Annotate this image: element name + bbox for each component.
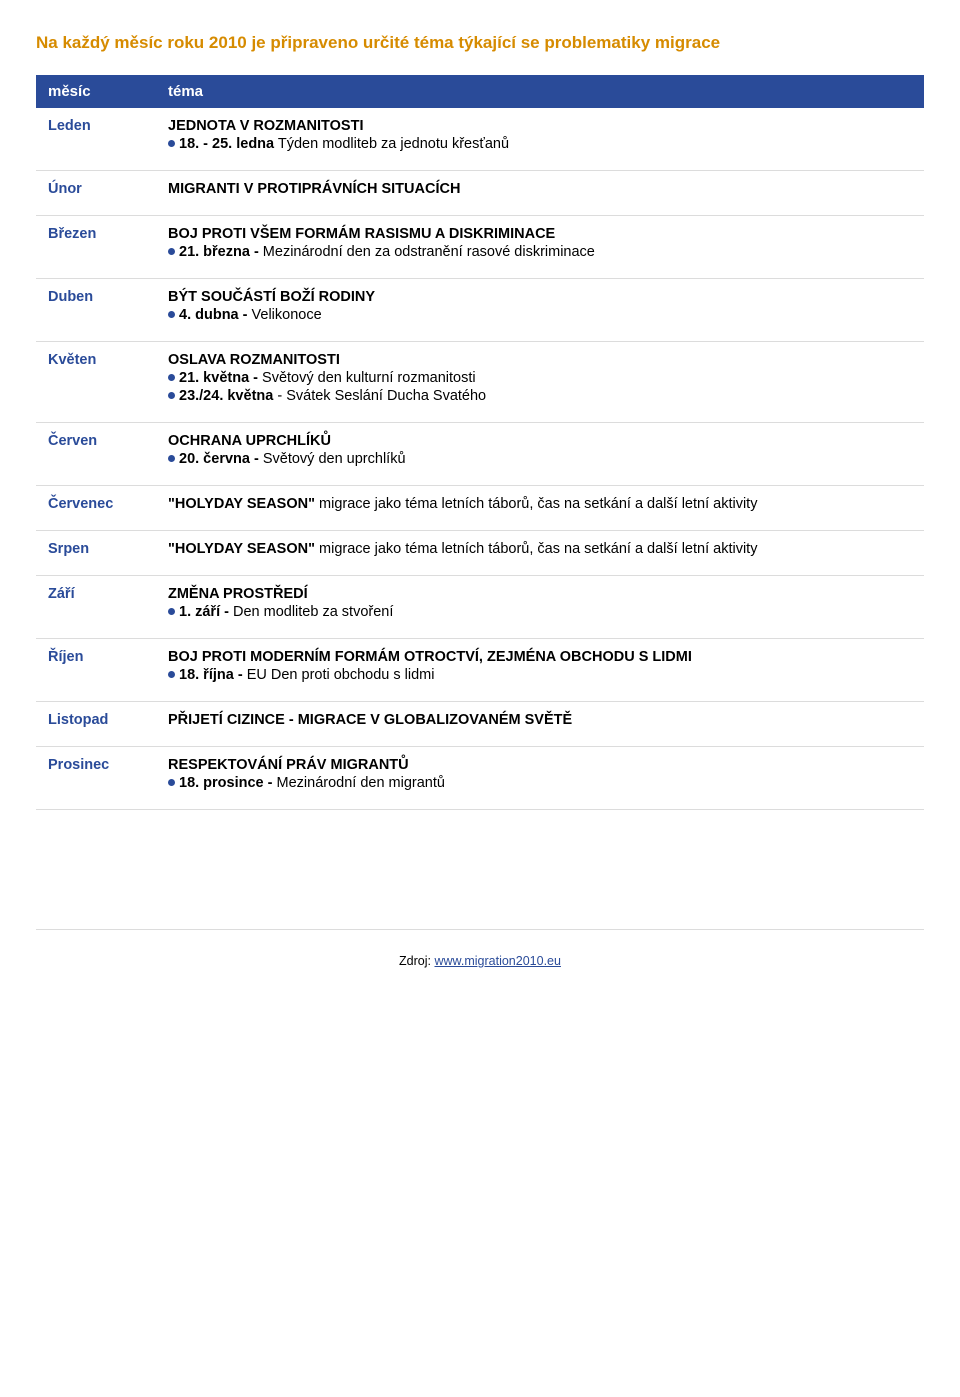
table-row: Červenec "HOLYDAY SEASON" migrace jako t… — [36, 485, 924, 530]
source-footer: Zdroj: www.migration2010.eu — [36, 954, 924, 968]
empty-row — [36, 809, 924, 929]
empty-cell — [156, 809, 924, 929]
theme-title: BÝT SOUČÁSTÍ BOŽÍ RODINY — [168, 289, 375, 305]
bullet-icon — [168, 608, 175, 615]
table-row: Září ZMĚNA PROSTŘEDÍ 1. září - Den modli… — [36, 575, 924, 638]
month-label: Září — [48, 586, 75, 602]
month-label: Prosinec — [48, 757, 109, 773]
theme-line: 21. května - Světový den kulturní rozman… — [168, 370, 912, 386]
date-label: 18. října - — [179, 667, 243, 683]
theme-cell: PŘIJETÍ CIZINCE - MIGRACE V GLOBALIZOVAN… — [156, 701, 924, 746]
date-desc: Mezinárodní den za odstranění rasové dis… — [259, 244, 595, 260]
theme-text: migrace jako téma letních táborů, čas na… — [315, 496, 757, 512]
theme-cell: ZMĚNA PROSTŘEDÍ 1. září - Den modliteb z… — [156, 575, 924, 638]
month-label: Červen — [48, 433, 97, 449]
date-desc: EU Den proti obchodu s lidmi — [243, 667, 435, 683]
table-row: Prosinec RESPEKTOVÁNÍ PRÁV MIGRANTŮ 18. … — [36, 746, 924, 809]
bullet-icon — [168, 248, 175, 255]
theme-cell: BOJ PROTI MODERNÍM FORMÁM OTROCTVÍ, ZEJM… — [156, 638, 924, 701]
month-label: Červenec — [48, 496, 113, 512]
month-label: Duben — [48, 289, 93, 305]
theme-line: 23./24. května - Svátek Seslání Ducha Sv… — [168, 388, 912, 404]
theme-line: 20. června - Světový den uprchlíků — [168, 451, 912, 467]
date-label: 20. června - — [179, 451, 259, 467]
table-row: Srpen "HOLYDAY SEASON" migrace jako téma… — [36, 530, 924, 575]
date-label: 21. května - — [179, 370, 258, 386]
calendar-table: měsíc téma Leden JEDNOTA V ROZMANITOSTI … — [36, 75, 924, 930]
bullet-icon — [168, 455, 175, 462]
theme-text: migrace jako téma letních táborů, čas na… — [315, 541, 757, 557]
theme-line: 4. dubna - Velikonoce — [168, 307, 912, 323]
date-label: 23./24. května — [179, 388, 273, 404]
theme-title: OSLAVA ROZMANITOSTI — [168, 352, 340, 368]
theme-cell: OCHRANA UPRCHLÍKŮ 20. června - Světový d… — [156, 422, 924, 485]
theme-title: BOJ PROTI VŠEM FORMÁM RASISMU A DISKRIMI… — [168, 226, 555, 242]
date-desc: Týden modliteb za jednotu křesťanů — [274, 136, 509, 152]
header-month: měsíc — [36, 75, 156, 108]
theme-cell: BOJ PROTI VŠEM FORMÁM RASISMU A DISKRIMI… — [156, 215, 924, 278]
table-row: Leden JEDNOTA V ROZMANITOSTI 18. - 25. l… — [36, 108, 924, 171]
header-theme: téma — [156, 75, 924, 108]
theme-cell: RESPEKTOVÁNÍ PRÁV MIGRANTŮ 18. prosince … — [156, 746, 924, 809]
date-label: 18. - 25. ledna — [179, 136, 274, 152]
table-row: Květen OSLAVA ROZMANITOSTI 21. května - … — [36, 341, 924, 422]
month-label: Srpen — [48, 541, 89, 557]
date-desc: Světový den kulturní rozmanitosti — [258, 370, 476, 386]
theme-line: 18. - 25. ledna Týden modliteb za jednot… — [168, 136, 912, 152]
month-label: Leden — [48, 118, 91, 134]
month-label: Březen — [48, 226, 96, 242]
date-label: 1. září - — [179, 604, 229, 620]
theme-title: RESPEKTOVÁNÍ PRÁV MIGRANTŮ — [168, 757, 409, 773]
empty-cell — [36, 809, 156, 929]
bullet-icon — [168, 311, 175, 318]
theme-title: "HOLYDAY SEASON" — [168, 496, 315, 512]
theme-cell: "HOLYDAY SEASON" migrace jako téma letní… — [156, 485, 924, 530]
theme-cell: BÝT SOUČÁSTÍ BOŽÍ RODINY 4. dubna - Veli… — [156, 278, 924, 341]
table-row: Březen BOJ PROTI VŠEM FORMÁM RASISMU A D… — [36, 215, 924, 278]
theme-cell: "HOLYDAY SEASON" migrace jako téma letní… — [156, 530, 924, 575]
table-row: Únor MIGRANTI V PROTIPRÁVNÍCH SITUACÍCH — [36, 170, 924, 215]
date-label: 18. prosince - — [179, 775, 272, 791]
theme-line: 21. března - Mezinárodní den za odstraně… — [168, 244, 912, 260]
table-row: Červen OCHRANA UPRCHLÍKŮ 20. června - Sv… — [36, 422, 924, 485]
table-row: Listopad PŘIJETÍ CIZINCE - MIGRACE V GLO… — [36, 701, 924, 746]
theme-title: BOJ PROTI MODERNÍM FORMÁM OTROCTVÍ, ZEJM… — [168, 649, 692, 665]
date-desc: Den modliteb za stvoření — [229, 604, 393, 620]
table-header-row: měsíc téma — [36, 75, 924, 108]
theme-title: PŘIJETÍ CIZINCE - MIGRACE V GLOBALIZOVAN… — [168, 712, 572, 728]
month-label: Květen — [48, 352, 96, 368]
bullet-icon — [168, 779, 175, 786]
date-label: 21. března - — [179, 244, 259, 260]
bullet-icon — [168, 140, 175, 147]
theme-title: JEDNOTA V ROZMANITOSTI — [168, 118, 364, 134]
theme-title: OCHRANA UPRCHLÍKŮ — [168, 433, 331, 449]
theme-cell: OSLAVA ROZMANITOSTI 21. května - Světový… — [156, 341, 924, 422]
month-label: Listopad — [48, 712, 108, 728]
date-label: 4. dubna - — [179, 307, 247, 323]
table-row: Duben BÝT SOUČÁSTÍ BOŽÍ RODINY 4. dubna … — [36, 278, 924, 341]
date-desc: Mezinárodní den migrantů — [272, 775, 445, 791]
theme-line: 18. října - EU Den proti obchodu s lidmi — [168, 667, 912, 683]
theme-line: 18. prosince - Mezinárodní den migrantů — [168, 775, 912, 791]
bullet-icon — [168, 392, 175, 399]
bullet-icon — [168, 671, 175, 678]
date-desc: Velikonoce — [247, 307, 321, 323]
table-row: Říjen BOJ PROTI MODERNÍM FORMÁM OTROCTVÍ… — [36, 638, 924, 701]
source-link[interactable]: www.migration2010.eu — [434, 954, 560, 968]
theme-title: ZMĚNA PROSTŘEDÍ — [168, 586, 308, 602]
date-desc: - Svátek Seslání Ducha Svatého — [273, 388, 486, 404]
theme-cell: MIGRANTI V PROTIPRÁVNÍCH SITUACÍCH — [156, 170, 924, 215]
theme-cell: JEDNOTA V ROZMANITOSTI 18. - 25. ledna T… — [156, 108, 924, 171]
theme-line: 1. září - Den modliteb za stvoření — [168, 604, 912, 620]
month-label: Únor — [48, 181, 82, 197]
page-title: Na každý měsíc roku 2010 je připraveno u… — [36, 32, 924, 55]
date-desc: Světový den uprchlíků — [259, 451, 406, 467]
bullet-icon — [168, 374, 175, 381]
source-prefix: Zdroj: — [399, 954, 434, 968]
theme-title: MIGRANTI V PROTIPRÁVNÍCH SITUACÍCH — [168, 181, 460, 197]
month-label: Říjen — [48, 649, 83, 665]
theme-title: "HOLYDAY SEASON" — [168, 541, 315, 557]
